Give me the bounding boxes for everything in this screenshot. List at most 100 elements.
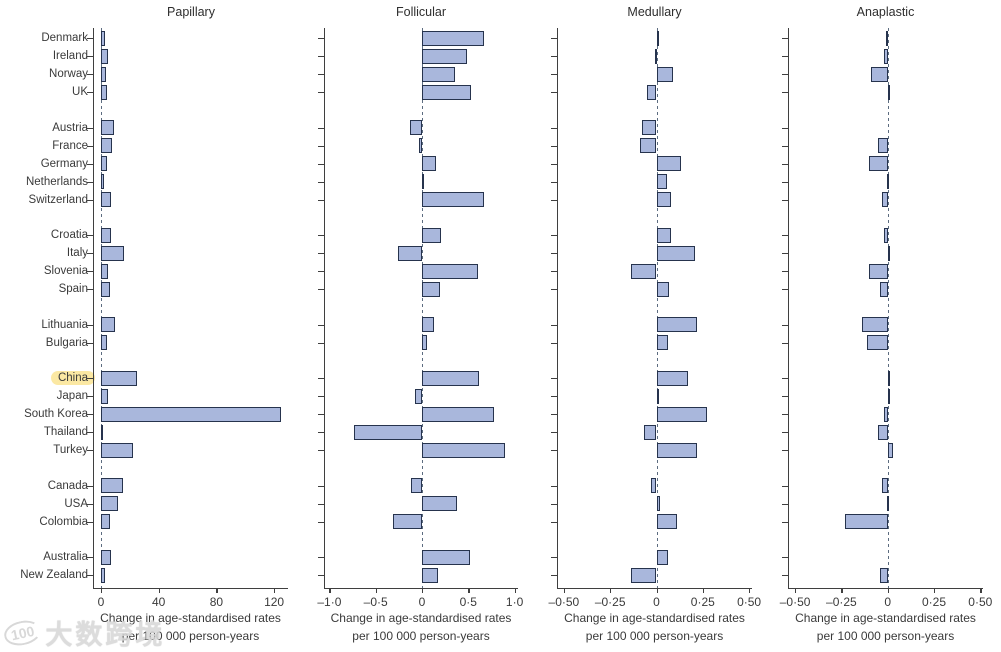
x-axis-tick (101, 588, 103, 593)
category-tick (318, 253, 324, 255)
bar-italy (887, 245, 890, 261)
category-tick (782, 163, 788, 165)
category-tick (87, 163, 93, 165)
bar-spain (880, 281, 888, 297)
bar-italy (101, 245, 125, 261)
category-tick (782, 56, 788, 58)
bar-colombia (656, 514, 677, 529)
category-tick (551, 557, 557, 559)
x-axis-tick-label: 0·25 (921, 595, 947, 609)
category-tick (782, 235, 788, 237)
category-tick (87, 396, 93, 398)
category-label-netherlands: Netherlands (25, 175, 88, 188)
x-axis-line (557, 588, 752, 590)
bar-norway (101, 66, 107, 82)
category-tick (782, 557, 788, 559)
category-tick (782, 575, 788, 577)
bar-china (422, 370, 480, 386)
category-label-china: China (0, 370, 95, 386)
bar-colombia (101, 514, 110, 529)
y-axis-spine (324, 28, 326, 588)
x-axis-tick-label: 0·25 (690, 595, 715, 609)
bar-south-korea (656, 406, 707, 422)
x-axis-title-line1: Change in age-standardised rates (330, 611, 512, 625)
category-tick (551, 92, 557, 94)
panel-title-papillary: Papillary (167, 5, 215, 19)
bar-spain (422, 281, 440, 297)
panel-title-follicular: Follicular (395, 5, 446, 19)
x-axis-tick-label: 0 (884, 595, 892, 609)
bar-denmark (101, 30, 105, 46)
x-axis-tick (563, 588, 566, 593)
panel-title-anaplastic: Anaplastic (856, 5, 915, 19)
bar-usa (422, 496, 458, 511)
x-axis-tick-label: 0 (97, 595, 105, 609)
category-tick (782, 127, 788, 129)
x-axis-tick-label: 1·0 (505, 595, 524, 609)
category-tick (551, 289, 557, 291)
x-axis-tick-label: 0·50 (737, 595, 762, 609)
category-label-spain: Spain (58, 283, 88, 295)
bar-turkey (422, 442, 506, 458)
category-tick (318, 378, 324, 380)
category-tick (551, 450, 557, 452)
bar-netherlands (101, 174, 104, 189)
category-tick (87, 289, 93, 291)
category-label-denmark: Denmark (41, 32, 88, 44)
bar-croatia (883, 227, 888, 243)
category-label-switzerland: Switzerland (28, 193, 88, 206)
x-axis-tick-label: 40 (152, 595, 166, 609)
bar-spain (656, 281, 670, 297)
x-axis-tick-label: 0 (653, 595, 660, 609)
zero-reference-line (101, 28, 102, 588)
x-axis-tick-label: –0·25 (826, 595, 857, 609)
category-tick (551, 145, 557, 147)
zero-reference-line (422, 28, 423, 588)
panel-title-medullary: Medullary (627, 5, 682, 19)
bar-lithuania (861, 317, 888, 332)
category-tick (318, 74, 324, 76)
category-tick (782, 503, 788, 505)
category-label-germany: Germany (40, 157, 88, 170)
bar-croatia (422, 227, 441, 243)
bar-south-korea (422, 406, 495, 422)
bar-china (101, 370, 138, 386)
x-axis-tick (749, 588, 751, 593)
category-label-austria: Austria (52, 121, 88, 134)
bar-new-zealand (101, 567, 105, 583)
bar-austria (641, 120, 657, 135)
category-tick (551, 56, 557, 58)
bar-slovenia (630, 263, 657, 279)
category-tick (87, 503, 93, 505)
category-tick (87, 575, 93, 577)
y-axis-spine (93, 28, 95, 588)
category-tick (87, 557, 93, 559)
category-tick (551, 127, 557, 129)
bar-croatia (656, 227, 672, 243)
x-axis-line (788, 588, 983, 590)
category-tick (782, 342, 788, 344)
category-label-canada: Canada (47, 479, 88, 492)
category-label-south-korea: South Korea (24, 408, 88, 420)
category-tick (87, 450, 93, 452)
bar-canada (882, 478, 888, 493)
category-tick (318, 414, 324, 416)
x-axis-tick-label: –0·25 (594, 595, 626, 609)
x-axis-tick (158, 588, 160, 593)
category-tick (782, 145, 788, 147)
category-tick (318, 127, 324, 129)
category-tick (87, 74, 93, 76)
bar-china (656, 370, 688, 386)
category-tick (551, 253, 557, 255)
category-label-colombia: Colombia (39, 515, 88, 528)
bar-norway (656, 66, 674, 82)
bar-germany (656, 156, 681, 171)
bar-lithuania (656, 317, 698, 332)
bar-bulgaria (656, 335, 668, 350)
category-tick (318, 271, 324, 273)
bar-new-zealand (880, 567, 888, 583)
category-tick (318, 450, 324, 452)
bar-usa (656, 496, 661, 511)
bar-uk (887, 84, 890, 100)
